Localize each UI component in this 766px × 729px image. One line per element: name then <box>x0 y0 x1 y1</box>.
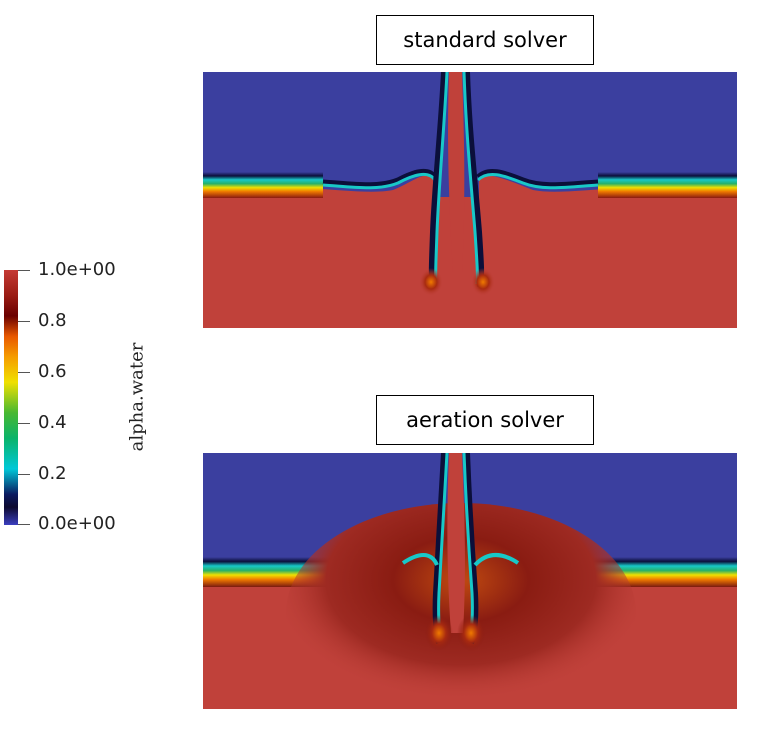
colorbar-tick-label: 0.8 <box>38 310 67 331</box>
water-bulk <box>203 197 737 328</box>
jet-core <box>447 453 465 633</box>
jet-core <box>448 72 465 272</box>
panel-title-standard: standard solver <box>376 15 594 65</box>
colorbar-tick <box>18 474 30 475</box>
jet-tip-left <box>425 615 453 651</box>
colorbar-tick <box>18 423 30 424</box>
interface-band-left <box>203 172 323 198</box>
interface-bulge-right <box>473 553 520 567</box>
interface-bulge-left <box>401 553 439 566</box>
colorbar-tick <box>18 524 30 525</box>
jet-tip-right <box>457 615 485 651</box>
colorbar-tick-label: 0.2 <box>38 463 67 484</box>
panel-title-aeration: aeration solver <box>376 395 594 445</box>
interface-line-right <box>476 168 599 188</box>
jet-tip-right <box>471 268 495 296</box>
colorbar-tick-label: 0.6 <box>38 361 67 382</box>
interface-line-right-cyan <box>476 172 599 190</box>
simulation-field-standard <box>203 72 737 328</box>
jet-tip-left <box>419 268 443 296</box>
colorbar-tick-label: 0.0e+00 <box>38 513 116 534</box>
simulation-field-aeration <box>203 453 737 709</box>
panel-title-text: aeration solver <box>406 408 564 432</box>
colorbar-gradient <box>4 270 18 525</box>
colorbar-tick-label: 0.4 <box>38 412 67 433</box>
interface-line-left <box>322 168 438 188</box>
colorbar-title: alpha.water <box>126 342 148 452</box>
colorbar-tick <box>18 372 30 373</box>
interface-line-left-cyan <box>322 172 437 190</box>
interface-band-right <box>598 172 737 198</box>
colorbar-tick <box>18 270 30 271</box>
colorbar-tick-label: 1.0e+00 <box>38 259 116 280</box>
panel-title-text: standard solver <box>403 28 567 52</box>
colorbar-tick <box>18 321 30 322</box>
